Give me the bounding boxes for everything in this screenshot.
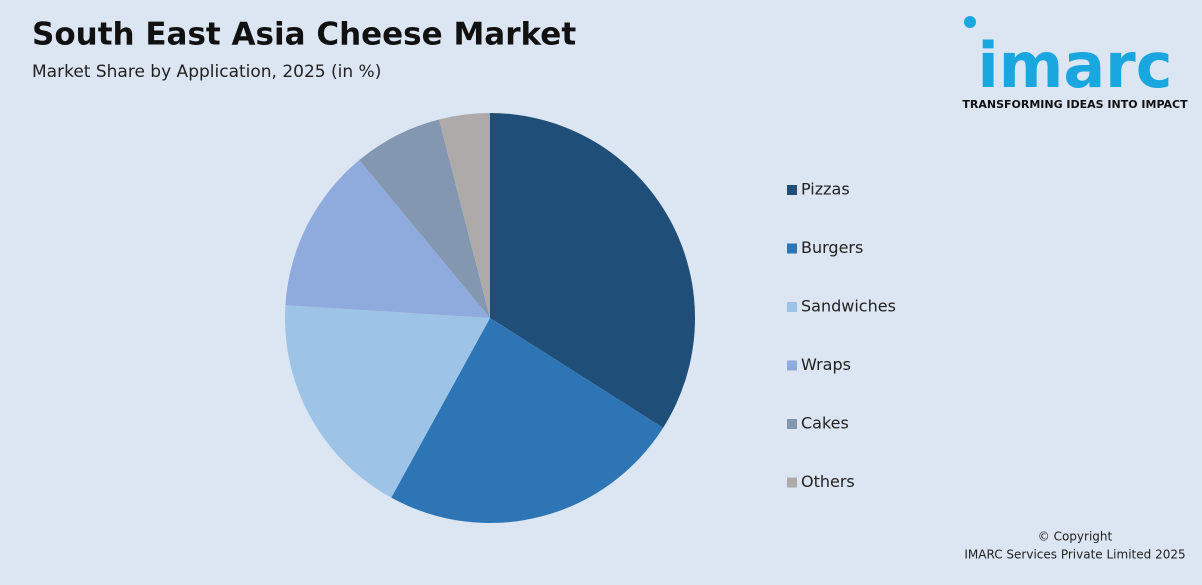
company: IMARC Services Private Limited 2025	[964, 548, 1185, 562]
pie-slice	[391, 318, 664, 523]
legend-swatch	[787, 302, 797, 312]
legend-swatch	[787, 419, 797, 429]
legend-swatch	[787, 243, 797, 254]
legend-label: Cakes	[801, 414, 849, 433]
legend-swatch	[787, 185, 797, 195]
pie-slice	[285, 160, 490, 318]
pie-slice	[359, 119, 490, 318]
logo: imarc	[977, 29, 1172, 102]
logo-tagline: TRANSFORMING IDEAS INTO IMPACT	[962, 98, 1188, 111]
legend-label: Pizzas	[801, 180, 850, 199]
legend-swatch	[787, 477, 797, 488]
legend-label: Wraps	[801, 355, 851, 374]
chart-subtitle: Market Share by Application, 2025 (in %)	[32, 62, 381, 82]
pie-slice	[490, 113, 695, 428]
pie-slice	[439, 113, 490, 318]
legend-swatch	[787, 360, 797, 371]
pie-slice	[285, 305, 490, 498]
legend-label: Others	[801, 472, 855, 491]
copyright: © Copyright	[1038, 530, 1113, 544]
logo-dot	[964, 16, 976, 28]
chart-title: South East Asia Cheese Market	[32, 17, 576, 53]
legend-label: Sandwiches	[801, 297, 896, 316]
legend-label: Burgers	[801, 238, 863, 257]
